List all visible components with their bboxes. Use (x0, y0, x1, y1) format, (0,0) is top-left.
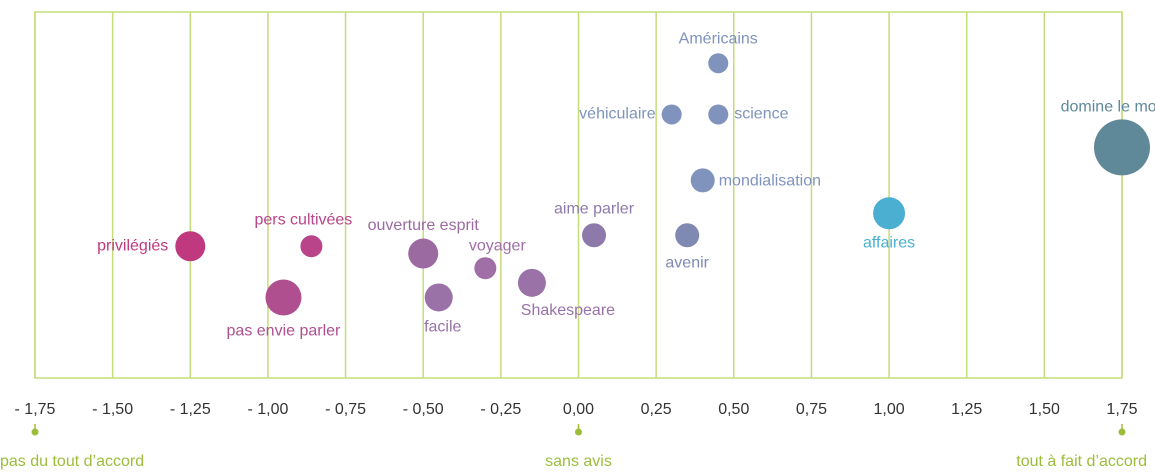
annotation-text: tout à fait d’accord (1016, 453, 1147, 470)
bubble (582, 223, 607, 248)
annotation-dot (1118, 428, 1126, 436)
bubble-label: affaires (863, 235, 915, 252)
annotation-dot (575, 428, 582, 436)
bubble-label: Américains (679, 30, 758, 47)
x-tick-label: - 1,50 (92, 401, 133, 418)
x-tick-label: - 1,75 (15, 401, 56, 418)
bubble (873, 197, 906, 230)
x-tick-label: 0,25 (641, 401, 672, 418)
bubble (408, 238, 439, 269)
x-tick-label: - 0,25 (480, 401, 521, 418)
bubble-label: aime parler (554, 200, 635, 217)
bubble-label: avenir (665, 254, 709, 271)
bubble-label: véhiculaire (579, 106, 656, 123)
bubble-label: Shakespeare (521, 302, 615, 319)
bubble (661, 104, 682, 125)
bubble (708, 104, 729, 125)
bubble (708, 53, 729, 74)
x-tick-label: 1,00 (874, 401, 905, 418)
bubble-label: pers cultivées (254, 211, 352, 228)
bubble (675, 223, 700, 248)
x-tick-label: 1,50 (1029, 401, 1060, 418)
bubble-label: facile (424, 319, 461, 336)
bubble (474, 257, 497, 280)
bubble-label: science (734, 106, 788, 123)
x-tick-label: 0,50 (718, 401, 749, 418)
x-tick-label: 0,00 (563, 401, 594, 418)
x-tick-label: - 1,00 (247, 401, 288, 418)
x-tick-label: - 0,75 (325, 401, 366, 418)
bubble (1094, 119, 1150, 176)
bubble-label: mondialisation (719, 173, 821, 190)
bubble-label: privilégiés (97, 237, 168, 254)
bubble (517, 268, 546, 297)
bubble (175, 231, 206, 262)
bubble (690, 168, 715, 193)
bubble-label: voyager (469, 237, 527, 254)
bubble-label: pas envie parler (227, 323, 342, 340)
x-tick-label: 0,75 (796, 401, 827, 418)
annotation-text: pas du tout d’accord (0, 453, 144, 470)
bubble-label: ouverture esprit (368, 217, 480, 234)
annotation-text: sans avis (545, 453, 612, 470)
annotation-dot (31, 428, 39, 436)
bubble (300, 235, 323, 258)
x-tick-label: - 1,25 (170, 401, 211, 418)
x-tick-label: 1,75 (1106, 401, 1137, 418)
x-tick-label: - 0,50 (403, 401, 444, 418)
bubble-label: domine le monde (1061, 99, 1155, 116)
bubble (265, 279, 302, 316)
x-tick-label: 1,25 (951, 401, 982, 418)
bubble (424, 283, 453, 312)
